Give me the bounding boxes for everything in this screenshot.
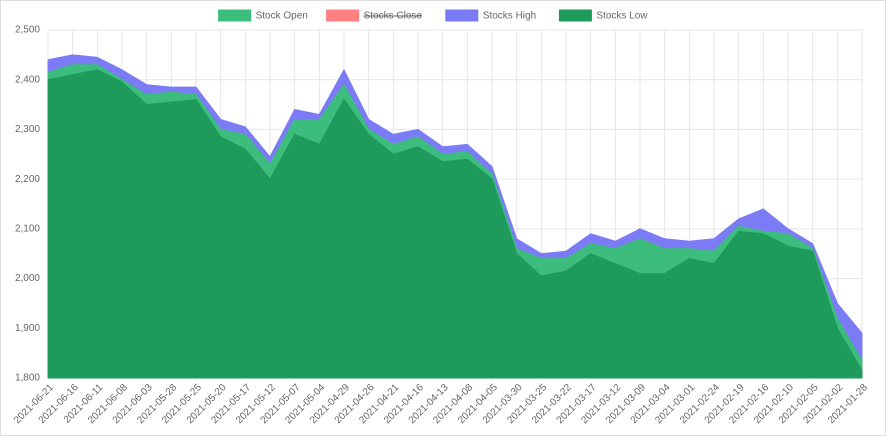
y-tick-label: 2,500 (15, 25, 40, 36)
y-tick-label: 2,200 (15, 174, 40, 185)
legend-label: Stocks Low (596, 11, 648, 22)
y-tick-label: 1,900 (15, 323, 40, 334)
legend-swatch (326, 9, 360, 22)
legend-swatch (445, 9, 479, 22)
legend-label: Stocks Close (364, 11, 423, 22)
y-tick-label: 2,000 (15, 273, 40, 284)
y-tick-label: 2,100 (15, 223, 40, 234)
legend-swatch (218, 9, 252, 22)
y-tick-label: 2,400 (15, 74, 40, 85)
legend-swatch (558, 9, 592, 22)
y-tick-label: 2,300 (15, 124, 40, 135)
legend-label: Stock Open (256, 11, 308, 22)
area (47, 69, 863, 379)
legend-label: Stocks High (483, 11, 536, 22)
y-tick-label: 1,800 (15, 373, 40, 384)
